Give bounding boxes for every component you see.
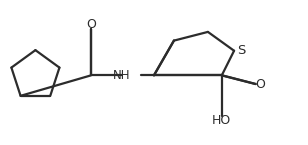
- Text: NH: NH: [113, 69, 130, 82]
- Text: S: S: [237, 44, 245, 57]
- Text: HO: HO: [212, 115, 231, 127]
- Text: O: O: [256, 78, 265, 91]
- Text: O: O: [86, 19, 96, 31]
